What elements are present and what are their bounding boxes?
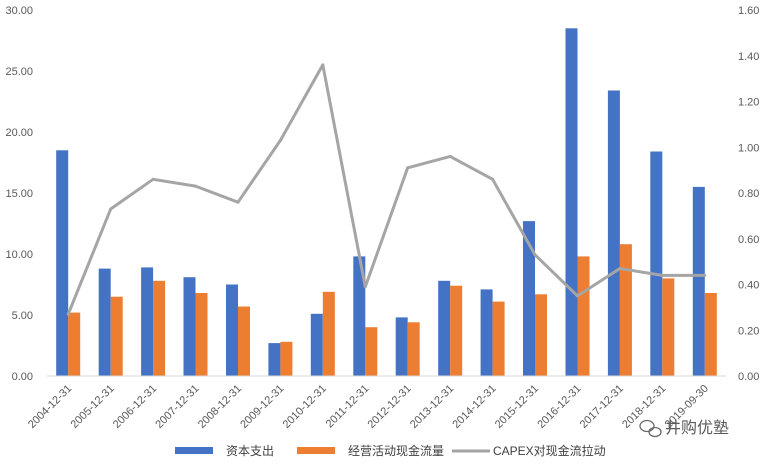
bar-capex [692, 186, 705, 376]
bar-capex [141, 267, 154, 376]
bar-operating-cash-flow [450, 285, 463, 376]
wechat-icon [639, 419, 662, 438]
bar-capex [523, 221, 535, 376]
bar-operating-cash-flow [492, 301, 505, 376]
bar-capex [310, 313, 323, 376]
line-point [703, 273, 707, 277]
bar-operating-cash-flow [238, 306, 250, 376]
left-axis-tick-label: 0.00 [12, 371, 33, 383]
bar-operating-cash-flow [662, 278, 675, 376]
bar-operating-cash-flow [153, 280, 166, 376]
right-axis-tick-label: 1.40 [738, 51, 759, 63]
right-axis-tick-label: 1.20 [738, 97, 759, 109]
x-axis-tick-labels: 2004-12-312005-12-312006-12-312007-12-31… [26, 383, 711, 431]
bar-capex [438, 280, 451, 376]
bar-capex [226, 284, 238, 376]
line-point [448, 154, 452, 158]
left-axis-tick-label: 5.00 [12, 310, 33, 322]
x-axis-tick-label: 2005-12-31 [69, 383, 117, 431]
bar-capex [565, 28, 578, 377]
right-axis-tick-label: 1.00 [738, 142, 759, 154]
bar-operating-cash-flow [619, 244, 632, 376]
x-axis-tick-label: 2009-12-31 [238, 383, 286, 431]
bar-operating-cash-flow [365, 327, 378, 376]
bar-operating-cash-flow [195, 293, 208, 376]
bar-capex [395, 317, 408, 376]
line-point [576, 294, 579, 298]
bar-capex [650, 151, 663, 376]
bar-operating-cash-flow [535, 294, 547, 376]
line-point [151, 177, 155, 181]
bar-operating-cash-flow [110, 296, 123, 376]
x-axis-tick-label: 2016-12-31 [535, 383, 583, 431]
line-point [491, 177, 495, 181]
left-axis-tick-label: 10.00 [5, 249, 33, 261]
line-point [618, 267, 622, 270]
bar-capex [98, 268, 111, 376]
left-axis-tick-label: 30.00 [5, 5, 33, 17]
bar-capex [607, 90, 620, 376]
bar-operating-cash-flow [68, 312, 81, 376]
bar-operating-cash-flow [407, 322, 420, 376]
legend-label-capex: 资本支出 [226, 444, 274, 458]
bar-capex [183, 277, 196, 376]
line-point [109, 207, 113, 211]
bar-series-group [56, 28, 717, 377]
left-axis-tick-label: 15.00 [5, 188, 33, 200]
left-axis-tick-label: 20.00 [5, 127, 33, 139]
bar-capex [56, 150, 69, 376]
line-point [363, 285, 367, 289]
right-axis-tick-label: 0.00 [738, 371, 759, 383]
right-axis-tick-label: 0.40 [738, 280, 759, 292]
line-point [321, 63, 325, 67]
x-axis-tick-label: 2004-12-31 [26, 383, 74, 431]
watermark-text: 井购优塾 [665, 418, 729, 437]
line-point [533, 253, 537, 257]
line-point [236, 200, 240, 204]
x-axis-tick-label: 2015-12-31 [493, 383, 541, 431]
bar-capex [480, 289, 493, 376]
line-point [194, 184, 197, 188]
right-axis-tick-label: 0.80 [738, 188, 759, 200]
x-axis-tick-label: 2006-12-31 [111, 383, 159, 431]
left-axis-tick-label: 25.00 [5, 66, 33, 78]
line-point [660, 273, 664, 277]
x-axis-tick-label: 2011-12-31 [324, 383, 372, 431]
bar-operating-cash-flow [322, 291, 335, 376]
x-axis-tick-label: 2014-12-31 [450, 383, 498, 431]
bar-capex [353, 256, 366, 376]
left-axis: 0.00 5.00 10.00 15.00 20.00 25.00 30.00 [5, 5, 33, 383]
line-series-group [66, 63, 707, 316]
legend-label-ratio: CAPEX对现金流拉动 [493, 443, 606, 458]
bar-capex [268, 343, 281, 376]
right-axis-tick-label: 0.60 [738, 234, 759, 246]
right-axis-tick-label: 1.60 [738, 5, 759, 17]
legend-label-ocf: 经营活动现金流量 [348, 443, 444, 458]
bar-operating-cash-flow [704, 293, 717, 376]
x-axis-tick-label: 2010-12-31 [281, 383, 329, 431]
line-point [406, 166, 410, 170]
x-axis-tick-label: 2012-12-31 [366, 383, 414, 431]
x-axis-tick-label: 2017-12-31 [578, 383, 626, 431]
line-capex-ratio [66, 63, 705, 315]
legend: 资本支出 经营活动现金流量 CAPEX对现金流拉动 [175, 443, 606, 458]
legend-swatch-capex [175, 447, 213, 454]
x-axis-tick-label: 2013-12-31 [408, 383, 456, 431]
line-point [66, 312, 70, 316]
right-axis: 0.00 0.20 0.40 0.60 0.80 1.00 1.20 1.40 1.60 [738, 5, 759, 383]
bar-operating-cash-flow [577, 256, 590, 376]
legend-swatch-ocf [297, 447, 335, 454]
bar-operating-cash-flow [280, 341, 293, 376]
line-point [278, 138, 282, 142]
right-axis-tick-label: 0.20 [738, 325, 759, 337]
x-axis-tick-label: 2018-12-31 [620, 383, 668, 431]
x-axis-tick-label: 2007-12-31 [153, 383, 201, 431]
x-axis-tick-label: 2008-12-31 [196, 383, 244, 431]
watermark: 井购优塾 [639, 418, 729, 438]
